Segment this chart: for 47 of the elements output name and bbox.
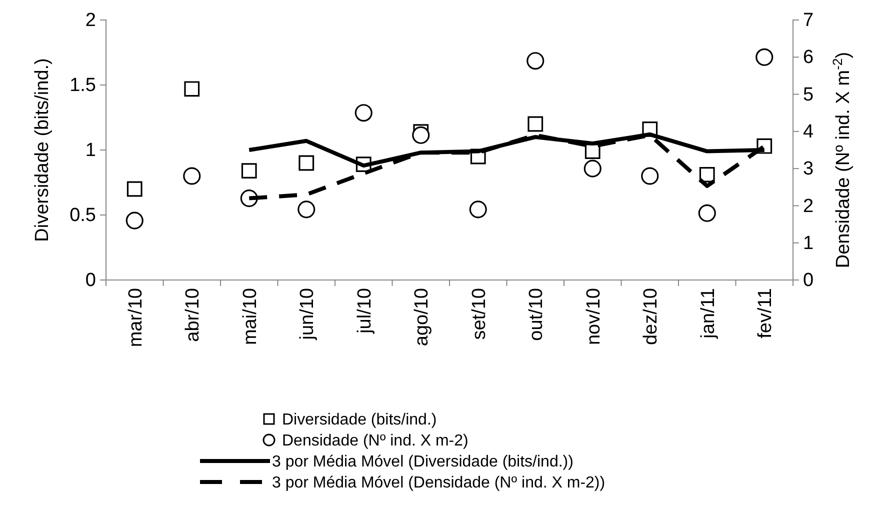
x-tick-label: dez/10 — [640, 288, 662, 346]
point — [528, 116, 544, 132]
point — [126, 212, 144, 230]
legend-label: 3 por Média Móvel (Densidade (Nº ind. X m-2)) — [272, 474, 606, 492]
x-tick-label: ago/10 — [412, 288, 433, 346]
y-tick-label: 1 — [85, 140, 96, 162]
point — [298, 155, 314, 171]
y-tick-label: 0.5 — [70, 205, 96, 226]
legend-label: 3 por Média Móvel (Diversidade (bits/ind.)) — [272, 454, 574, 471]
x-tick-label: mai/10 — [240, 288, 261, 346]
y2-tick-label: 0 — [803, 270, 814, 292]
point — [756, 48, 774, 66]
y2-tick-label: 6 — [803, 47, 814, 68]
point — [469, 200, 487, 218]
legend-label: Diversidade (bits/ind.) — [282, 412, 437, 429]
point — [641, 167, 659, 185]
y-tick-label: 0 — [85, 270, 96, 292]
point — [126, 181, 142, 197]
y2-tick-label: 5 — [803, 84, 814, 106]
x-tick-label: set/10 — [468, 288, 490, 340]
y-tick-label: 1.5 — [70, 75, 96, 96]
x-tick-label: nov/10 — [583, 288, 604, 346]
x-tick-label: mar/10 — [125, 288, 146, 348]
y2-tick-label: 4 — [803, 122, 814, 143]
x-tick-label: out/10 — [526, 288, 548, 341]
x-tick-label: fev/11 — [755, 288, 776, 338]
y2-tick-label: 3 — [803, 158, 814, 180]
x-tick-label: jan/11 — [698, 288, 719, 340]
y-axis-title: Diversidade (bits/ind.) — [32, 58, 53, 242]
point — [184, 81, 200, 97]
point — [298, 200, 316, 218]
point — [699, 167, 715, 182]
legend-label: Densidade (Nº ind. X m-2) — [282, 432, 468, 450]
point — [412, 126, 430, 144]
y2-tick-label: 7 — [803, 10, 814, 32]
x-tick-label: abr/10 — [182, 288, 204, 342]
point — [354, 104, 372, 122]
x-tick-label: jul/10 — [354, 288, 376, 334]
y2-tick-label: 1 — [803, 232, 814, 254]
y2-tick-label: 2 — [803, 196, 814, 217]
y-tick-label: 2 — [85, 10, 96, 32]
point — [526, 52, 544, 70]
point — [698, 204, 716, 222]
point — [241, 163, 257, 178]
x-tick-label: jun/10 — [297, 288, 318, 341]
point — [584, 160, 602, 178]
point — [183, 167, 201, 185]
